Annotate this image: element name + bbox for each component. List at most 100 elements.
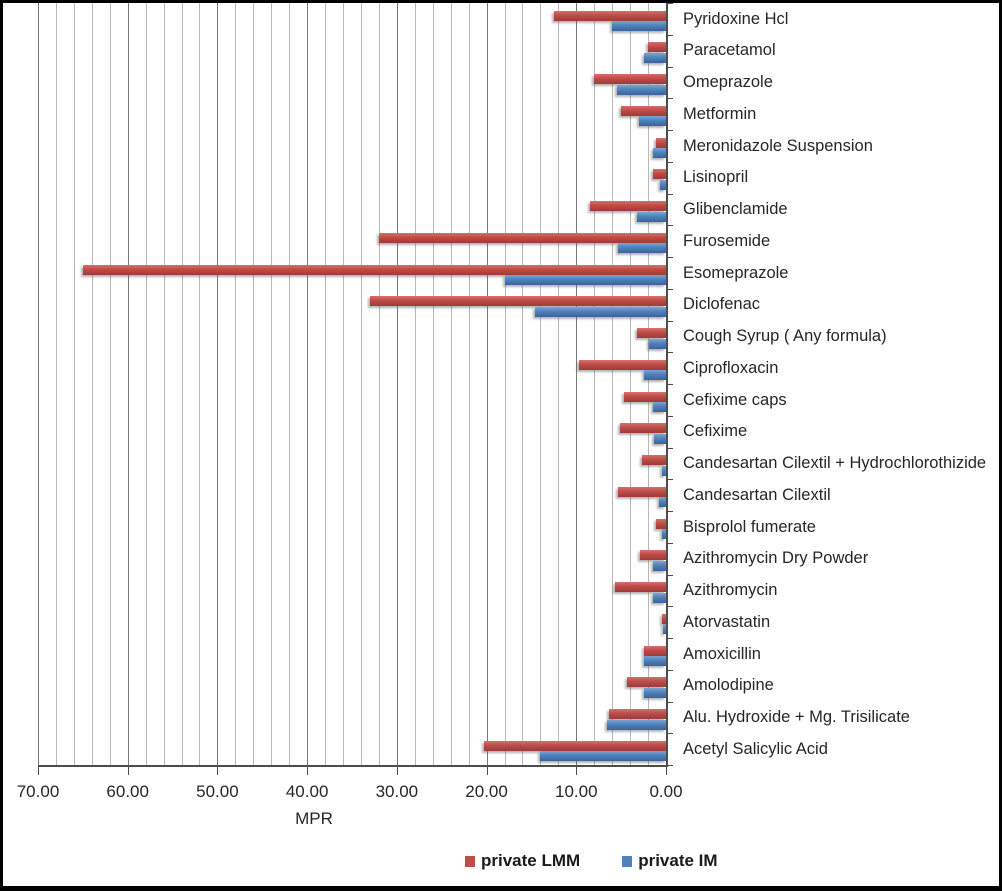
bar-private-im [616, 84, 666, 95]
minor-gridline [181, 3, 183, 765]
bar-private-im [654, 433, 666, 444]
category-tick [668, 34, 673, 36]
minor-gridline [343, 3, 345, 765]
value-axis-tick-label: 60.00 [106, 782, 149, 801]
minor-gridline [145, 3, 147, 765]
bar-private-lmm [378, 232, 666, 243]
category-tick [668, 3, 673, 4]
bar-private-im [643, 52, 666, 63]
bar-private-lmm [653, 169, 666, 180]
bar-row [38, 130, 666, 162]
value-axis-tick-label: 20.00 [465, 782, 508, 801]
major-gridline [396, 3, 398, 765]
category-tick [668, 257, 673, 258]
bar-private-im [648, 338, 666, 349]
minor-gridline [55, 3, 57, 765]
bar-private-lmm [594, 74, 666, 84]
bar-private-im [661, 465, 666, 476]
bar-private-im [644, 656, 666, 666]
major-gridline [127, 3, 129, 765]
bar-private-im [540, 751, 666, 762]
minor-gridline [648, 3, 650, 765]
category-label: Cough Syrup ( Any formula) [683, 327, 887, 346]
category-label: Amoxicillin [683, 644, 761, 663]
bar-row [38, 3, 666, 35]
category-label: Alu. Hydroxide + Mg. Trisilicate [683, 708, 910, 727]
category-tick [668, 66, 673, 68]
minor-gridline [271, 3, 273, 765]
category-tick [668, 606, 673, 608]
category-tick [668, 765, 673, 766]
bar-private-im [612, 21, 666, 31]
bar-row [38, 289, 666, 321]
category-tick [668, 193, 673, 195]
category-label: Lisinopril [683, 168, 749, 187]
major-gridline [307, 3, 309, 765]
category-label: Omeprazole [683, 73, 773, 92]
bar-private-lmm [656, 518, 666, 529]
category-label: Cefixime caps [683, 390, 787, 409]
value-axis-tick [38, 767, 39, 775]
bar-row [38, 606, 666, 638]
bar-private-im [637, 211, 666, 222]
legend-label: private IM [638, 851, 718, 870]
value-axis-tick-label: 70.00 [16, 782, 60, 801]
category-label: Candesartan Cilextil + Hydrochlorothizid… [683, 454, 987, 473]
category-label: Metformin [683, 104, 757, 123]
x-axis-title: MPR [295, 809, 333, 828]
minor-gridline [612, 3, 614, 765]
category-tick [668, 638, 673, 639]
category-label: Pyridoxine Hcl [683, 9, 789, 28]
bar-row [38, 98, 666, 130]
value-axis-tick [576, 767, 578, 775]
bar-private-im [639, 116, 666, 127]
bar-row [38, 35, 666, 67]
legend-swatch-icon [465, 855, 475, 867]
value-axis-tick [396, 767, 398, 775]
bar-private-lmm [648, 42, 666, 53]
minor-gridline [163, 3, 165, 765]
minor-gridline [378, 3, 380, 765]
minor-gridline [199, 3, 201, 765]
bar-row [38, 575, 666, 607]
bar-private-lmm [483, 740, 666, 751]
minor-gridline [91, 3, 93, 765]
minor-gridline [468, 3, 470, 765]
category-label: Furosemide [683, 231, 771, 250]
value-axis-tick-label: 0.00 [649, 782, 683, 801]
bar-private-lmm [639, 550, 666, 561]
category-label: Azithromycin Dry Powder [683, 549, 869, 568]
category-tick [668, 574, 673, 576]
bar-private-im [535, 306, 666, 317]
value-axis-tick [217, 767, 219, 775]
category-label: Glibenclamide [683, 200, 788, 219]
category-label: Amolodipine [683, 676, 774, 695]
bar-row [38, 448, 666, 480]
bar-row [38, 257, 666, 289]
category-tick [668, 415, 673, 417]
major-gridline [38, 3, 39, 765]
minor-gridline [109, 3, 111, 765]
category-label: Paracetamol [683, 41, 776, 60]
category-tick [668, 352, 673, 354]
minor-gridline [630, 3, 632, 765]
category-tick [668, 320, 673, 322]
category-label: Cefixime [683, 422, 748, 441]
bar-private-lmm [82, 264, 666, 275]
category-label: Esomeprazole [683, 263, 789, 282]
category-label: Diclofenac [683, 295, 761, 314]
value-axis-tick [486, 767, 488, 775]
category-label: Bisprolol fumerate [683, 517, 816, 536]
minor-gridline [235, 3, 237, 765]
value-axis-tick [307, 767, 309, 775]
category-tick [668, 701, 673, 703]
minor-gridline [289, 3, 291, 765]
category-tick [668, 669, 673, 671]
legend: private LMM private IM [465, 851, 718, 871]
category-tick [668, 479, 673, 481]
value-axis-line [38, 765, 668, 767]
bar-row [38, 384, 666, 416]
bar-row [38, 194, 666, 226]
minor-gridline [414, 3, 416, 765]
